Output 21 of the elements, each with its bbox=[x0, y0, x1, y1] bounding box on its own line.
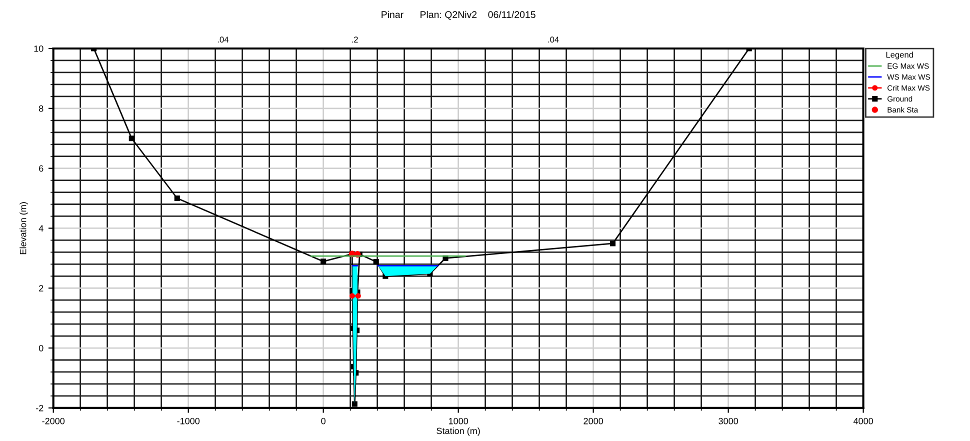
x-axis-title: Station (m) bbox=[436, 427, 480, 436]
x-tick-label: 2000 bbox=[584, 418, 604, 424]
chart-title: Pinar Plan: Q2Niv2 06/11/2015 bbox=[382, 10, 536, 20]
y-tick-label: 4 bbox=[38, 225, 44, 232]
x-tick-label: -2000 bbox=[42, 418, 65, 424]
x-tick-label: 0 bbox=[321, 418, 326, 424]
text: .04 bbox=[218, 36, 229, 43]
x-tick-label: 1000 bbox=[448, 418, 468, 424]
text: .04 bbox=[548, 36, 559, 43]
y-axis-title: Elevation (m) bbox=[20, 202, 28, 254]
y-tick-label: 0 bbox=[38, 344, 44, 352]
x-tick-label: 4000 bbox=[853, 418, 873, 424]
x-tick-label: 3000 bbox=[718, 418, 738, 424]
y-tick-label: 2 bbox=[39, 285, 44, 292]
y-tick-label: 10 bbox=[34, 45, 44, 52]
x-tick-label: -1000 bbox=[177, 418, 200, 424]
y-tick-label: -2 bbox=[36, 404, 44, 412]
y-tick-label: 6 bbox=[39, 165, 44, 172]
text: .2 bbox=[352, 36, 358, 42]
y-tick-label: 8 bbox=[39, 105, 44, 112]
legend-title: Legend bbox=[886, 52, 913, 60]
